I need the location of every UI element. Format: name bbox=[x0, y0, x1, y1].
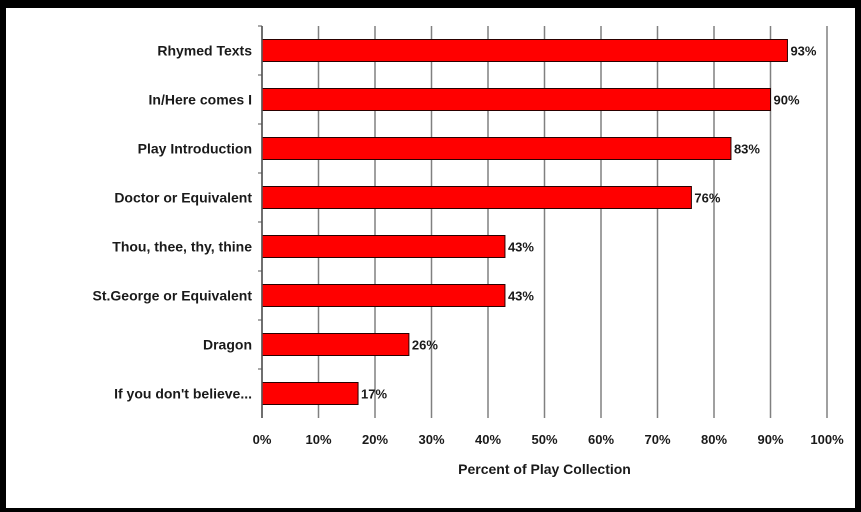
bar bbox=[261, 39, 788, 62]
x-tick-labels: 0% 10% 20% 30% 40% 50% 60% 70% 80% 90% 100% bbox=[253, 432, 844, 447]
gridlines bbox=[261, 26, 828, 418]
data-label: 76% bbox=[694, 191, 720, 206]
x-tick-label: 0% bbox=[253, 432, 272, 447]
x-tick-label: 30% bbox=[418, 432, 444, 447]
bar bbox=[261, 382, 359, 405]
bars bbox=[261, 39, 788, 405]
x-tick-label: 50% bbox=[531, 432, 557, 447]
bar bbox=[261, 88, 771, 111]
bar bbox=[261, 186, 692, 209]
category-label: Doctor or Equivalent bbox=[114, 190, 252, 206]
bar bbox=[261, 235, 506, 258]
data-label: 90% bbox=[774, 93, 800, 108]
category-label: Rhymed Texts bbox=[157, 43, 252, 59]
x-tick-label: 100% bbox=[810, 432, 844, 447]
x-tick-label: 10% bbox=[305, 432, 331, 447]
data-label: 17% bbox=[361, 387, 387, 402]
x-axis-title: Percent of Play Collection bbox=[458, 461, 631, 477]
chart-frame: Rhymed Texts In/Here comes I Play Introduc… bbox=[6, 8, 855, 508]
x-tick-label: 60% bbox=[588, 432, 614, 447]
data-label: 83% bbox=[734, 142, 760, 157]
data-label: 43% bbox=[508, 240, 534, 255]
category-label: Dragon bbox=[203, 337, 252, 353]
category-label: Thou, thee, thy, thine bbox=[112, 239, 252, 255]
category-label: In/Here comes I bbox=[149, 92, 253, 108]
x-tick-label: 90% bbox=[757, 432, 783, 447]
category-label: Play Introduction bbox=[138, 141, 252, 157]
category-label: St.George or Equivalent bbox=[93, 288, 253, 304]
x-tick-label: 20% bbox=[362, 432, 388, 447]
x-tick-label: 40% bbox=[475, 432, 501, 447]
x-tick-label: 80% bbox=[701, 432, 727, 447]
data-labels: 93% 90% 83% 76% 43% 43% 26% 17% bbox=[361, 44, 817, 402]
bar bbox=[261, 284, 506, 307]
bar bbox=[261, 137, 732, 160]
data-label: 93% bbox=[790, 44, 816, 59]
data-label: 43% bbox=[508, 289, 534, 304]
bar-chart: Rhymed Texts In/Here comes I Play Introduc… bbox=[93, 25, 844, 477]
data-label: 26% bbox=[412, 338, 438, 353]
category-labels: Rhymed Texts In/Here comes I Play Introduc… bbox=[93, 25, 262, 402]
x-tick-label: 70% bbox=[644, 432, 670, 447]
category-label: If you don't believe... bbox=[114, 386, 252, 402]
bar bbox=[261, 333, 410, 356]
